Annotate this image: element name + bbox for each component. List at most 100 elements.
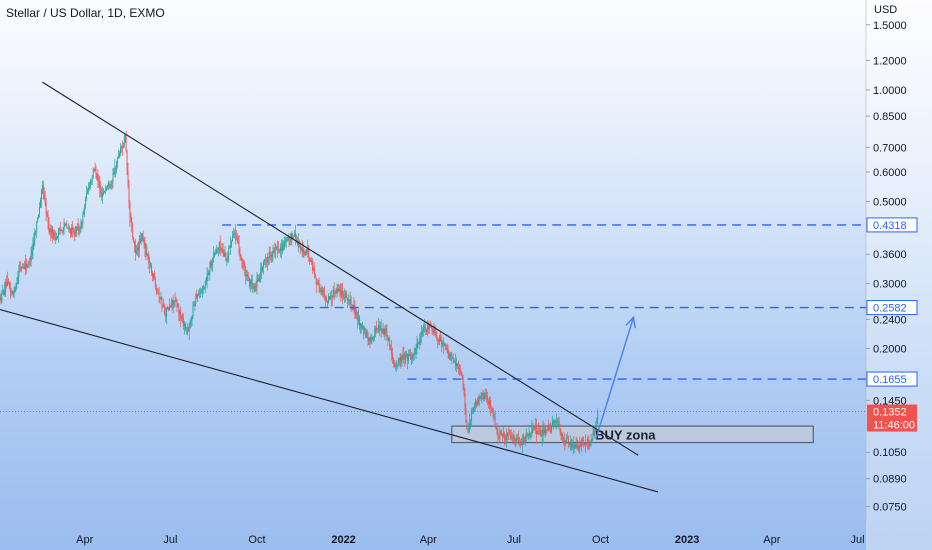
candle-body bbox=[364, 328, 366, 337]
candle-body bbox=[309, 257, 311, 261]
candle-body bbox=[374, 332, 376, 337]
candle-body bbox=[168, 307, 169, 310]
price-tick-label: 1.2000 bbox=[873, 56, 907, 68]
candle-body bbox=[563, 439, 565, 442]
candle-body bbox=[437, 338, 439, 340]
candle-body bbox=[443, 344, 445, 346]
candle-body bbox=[211, 262, 213, 266]
current-price-tag bbox=[867, 404, 917, 432]
candle-body bbox=[315, 278, 317, 285]
candle-body bbox=[461, 375, 463, 377]
candle-body bbox=[487, 396, 489, 402]
candle-body bbox=[119, 153, 120, 157]
candle-body bbox=[371, 337, 373, 339]
level-price-label: 0.1655 bbox=[873, 374, 907, 386]
candle-body bbox=[451, 354, 453, 359]
candle-body bbox=[13, 292, 15, 294]
candle-body bbox=[208, 272, 210, 275]
candle-body bbox=[222, 249, 224, 254]
candle-body bbox=[3, 290, 5, 295]
candle-body bbox=[41, 184, 43, 190]
time-tick-label: Apr bbox=[76, 534, 93, 546]
candle-body bbox=[33, 240, 35, 244]
candle-body bbox=[474, 402, 476, 407]
candle-body bbox=[226, 259, 228, 261]
candle-body bbox=[334, 292, 336, 294]
candle-body bbox=[329, 296, 330, 300]
candle-body bbox=[470, 420, 472, 422]
candle-body bbox=[59, 228, 61, 231]
candle-body bbox=[414, 351, 416, 355]
candle-body bbox=[258, 279, 260, 282]
candle-body bbox=[324, 293, 326, 298]
candle-body bbox=[383, 328, 385, 335]
candle-body bbox=[205, 281, 207, 283]
candle-body bbox=[58, 228, 60, 231]
candle-body bbox=[187, 331, 189, 333]
candle-body bbox=[589, 440, 591, 447]
candle-body bbox=[98, 180, 100, 186]
candle-body bbox=[195, 293, 197, 303]
candle-body bbox=[529, 433, 531, 435]
candle-body bbox=[585, 442, 587, 444]
candle-body bbox=[421, 331, 423, 336]
price-tick-label: 0.5000 bbox=[873, 196, 907, 208]
candle-body bbox=[420, 335, 422, 339]
candle-body bbox=[117, 157, 119, 164]
candle-body bbox=[545, 428, 547, 432]
candle-body bbox=[530, 433, 532, 435]
candle-body bbox=[462, 376, 464, 388]
candle-body bbox=[505, 436, 507, 441]
level-price-label: 0.2582 bbox=[873, 303, 907, 315]
candle-body bbox=[91, 176, 93, 180]
candle-body bbox=[513, 438, 515, 440]
candle-body bbox=[188, 325, 190, 332]
candle-body bbox=[389, 338, 391, 348]
candle-body bbox=[88, 186, 90, 188]
candle-body bbox=[248, 277, 250, 286]
projection-arrowhead bbox=[625, 315, 636, 329]
candle-body bbox=[10, 291, 12, 293]
candle-body bbox=[556, 420, 558, 423]
candle-body bbox=[321, 289, 323, 292]
candle-body bbox=[36, 221, 38, 233]
candle-body bbox=[107, 182, 109, 186]
candle-body bbox=[200, 292, 201, 293]
candle-body bbox=[404, 354, 406, 360]
candle-body bbox=[449, 355, 451, 358]
candle-body bbox=[45, 202, 47, 214]
candle-body bbox=[555, 420, 557, 422]
candle-body bbox=[132, 231, 134, 238]
candle-body bbox=[145, 247, 147, 255]
candle-body bbox=[497, 434, 499, 438]
candle-body bbox=[217, 247, 219, 250]
candle-body bbox=[159, 297, 161, 299]
candle-body bbox=[11, 291, 13, 292]
candle-body bbox=[161, 297, 163, 306]
candle-body bbox=[40, 200, 41, 207]
candle-body bbox=[571, 443, 573, 448]
candle-body bbox=[412, 355, 414, 357]
candle-body bbox=[350, 299, 352, 308]
candle-body bbox=[68, 227, 70, 229]
candle-body bbox=[566, 437, 568, 443]
candle-body bbox=[465, 407, 467, 421]
candle-body bbox=[281, 247, 282, 251]
candle-body bbox=[475, 402, 477, 406]
candle-body bbox=[168, 305, 170, 310]
candle-body bbox=[312, 260, 313, 271]
candle-body bbox=[23, 266, 24, 268]
candle-body bbox=[126, 151, 128, 171]
candle-body bbox=[477, 400, 479, 405]
candle-body bbox=[442, 342, 444, 346]
candle-body bbox=[498, 437, 500, 439]
candle-body bbox=[392, 353, 393, 360]
candle-body bbox=[230, 245, 232, 248]
candle-body bbox=[534, 428, 536, 430]
candle-body bbox=[253, 287, 255, 292]
candle-body bbox=[486, 395, 488, 397]
candle-body bbox=[446, 348, 448, 349]
candle-body bbox=[221, 248, 223, 250]
